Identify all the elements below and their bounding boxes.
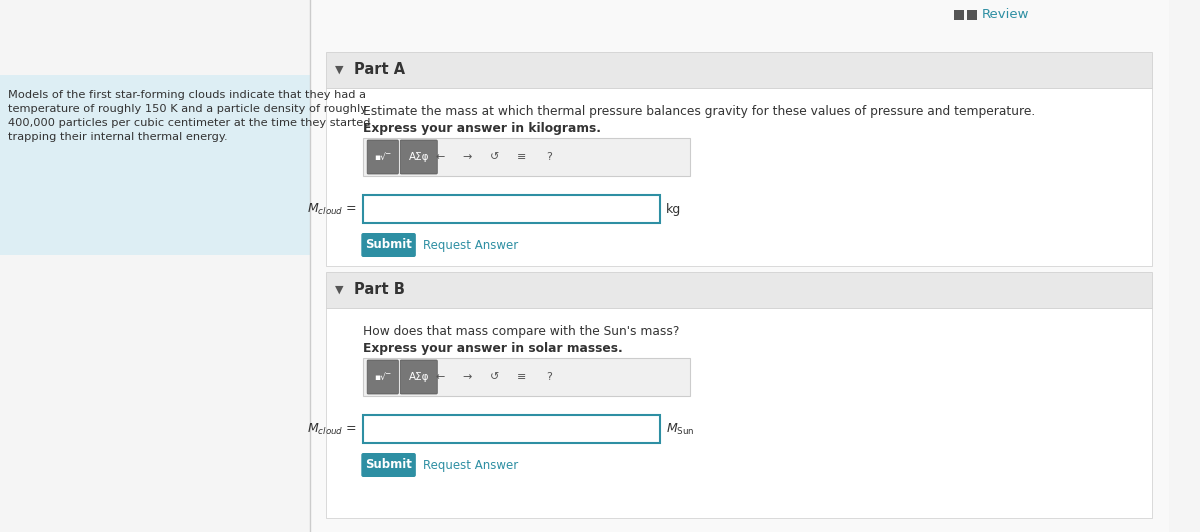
Text: ?: ?	[546, 152, 552, 162]
FancyBboxPatch shape	[401, 140, 437, 174]
FancyBboxPatch shape	[0, 75, 310, 255]
FancyBboxPatch shape	[367, 140, 398, 174]
Text: ▪√‾: ▪√‾	[374, 372, 391, 381]
Text: Submit: Submit	[365, 238, 412, 252]
FancyBboxPatch shape	[367, 360, 398, 394]
Text: ↺: ↺	[490, 152, 499, 162]
Text: Models of the first star-forming clouds indicate that they had a
temperature of : Models of the first star-forming clouds …	[7, 90, 371, 142]
Text: →: →	[463, 152, 472, 162]
FancyBboxPatch shape	[326, 308, 1152, 518]
Text: ≡: ≡	[517, 372, 527, 382]
Text: ←: ←	[436, 152, 445, 162]
Text: Estimate the mass at which thermal pressure balances gravity for these values of: Estimate the mass at which thermal press…	[364, 105, 1036, 118]
Text: ↺: ↺	[490, 372, 499, 382]
Text: Submit: Submit	[365, 459, 412, 471]
Text: Express your answer in kilograms.: Express your answer in kilograms.	[364, 122, 601, 135]
Text: Review: Review	[982, 9, 1030, 21]
Text: Express your answer in solar masses.: Express your answer in solar masses.	[364, 342, 623, 355]
Text: $M_{\mathrm{Sun}}$: $M_{\mathrm{Sun}}$	[666, 421, 695, 437]
FancyBboxPatch shape	[364, 358, 690, 396]
Text: ▼: ▼	[335, 285, 343, 295]
Text: Part A: Part A	[354, 62, 404, 78]
FancyBboxPatch shape	[326, 272, 1152, 308]
Text: ▼: ▼	[335, 65, 343, 75]
Text: AΣφ: AΣφ	[408, 372, 430, 382]
FancyBboxPatch shape	[326, 88, 1152, 266]
Text: Request Answer: Request Answer	[422, 238, 518, 252]
FancyBboxPatch shape	[364, 138, 690, 176]
Text: Part B: Part B	[354, 282, 404, 297]
FancyBboxPatch shape	[361, 233, 416, 257]
Text: ←: ←	[436, 372, 445, 382]
FancyBboxPatch shape	[326, 52, 1152, 88]
Text: kg: kg	[666, 203, 682, 215]
Text: ▪√‾: ▪√‾	[374, 153, 391, 162]
Text: →: →	[463, 372, 472, 382]
Text: $M_{cloud}$ =: $M_{cloud}$ =	[307, 202, 358, 217]
FancyBboxPatch shape	[310, 0, 1169, 532]
Text: ≡: ≡	[517, 152, 527, 162]
FancyBboxPatch shape	[401, 360, 437, 394]
Text: How does that mass compare with the Sun's mass?: How does that mass compare with the Sun'…	[364, 325, 679, 338]
Text: ?: ?	[546, 372, 552, 382]
FancyBboxPatch shape	[361, 453, 416, 477]
FancyBboxPatch shape	[364, 195, 660, 223]
Text: Request Answer: Request Answer	[422, 459, 518, 471]
FancyBboxPatch shape	[954, 10, 964, 20]
FancyBboxPatch shape	[967, 10, 977, 20]
Text: AΣφ: AΣφ	[408, 152, 430, 162]
Text: $M_{cloud}$ =: $M_{cloud}$ =	[307, 421, 358, 437]
FancyBboxPatch shape	[364, 415, 660, 443]
